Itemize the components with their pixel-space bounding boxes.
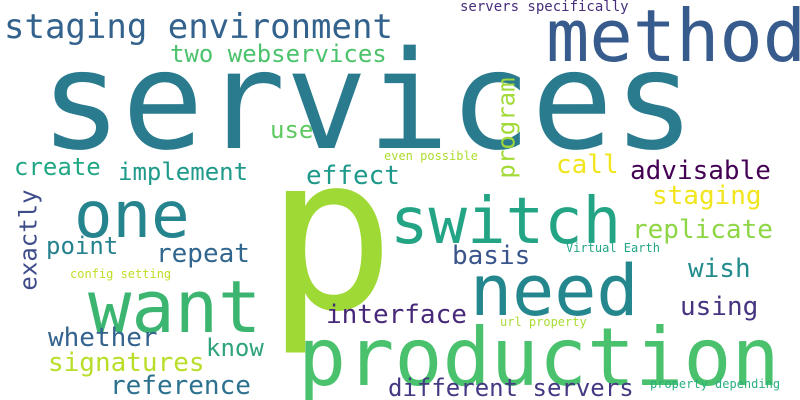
word-production: production xyxy=(298,311,780,400)
word-services: services xyxy=(40,23,696,181)
word-reference: reference xyxy=(110,371,251,400)
word-config-setting: config setting xyxy=(70,267,172,281)
word-p: p xyxy=(266,110,395,359)
word-use: use xyxy=(270,116,314,144)
word-replicate: replicate xyxy=(632,215,773,245)
word-url-property: url property xyxy=(500,315,587,329)
word-staging-environment: staging environment xyxy=(4,7,393,47)
word-call: call xyxy=(556,150,619,180)
word-effect: effect xyxy=(306,161,400,191)
word-one: one xyxy=(74,179,190,253)
word-program: program xyxy=(492,77,521,179)
word-using: using xyxy=(680,292,759,322)
word-virtual-earth: Virtual Earth xyxy=(566,241,660,255)
word-point: point xyxy=(46,232,119,260)
word-basis: basis xyxy=(452,241,531,271)
word-even-possible: even possible xyxy=(384,149,478,163)
word-know: know xyxy=(206,334,264,362)
word-wish: wish xyxy=(688,254,751,284)
word-interface: interface xyxy=(326,300,467,330)
word-advisable: advisable xyxy=(630,156,771,186)
word-different-servers: different servers xyxy=(388,374,634,400)
word-whether: whether xyxy=(48,323,158,353)
word-want: want xyxy=(88,265,262,349)
word-staging: staging xyxy=(652,181,762,211)
word-method: method xyxy=(546,0,800,78)
word-switch: switch xyxy=(390,185,622,259)
word-servers-specifically: servers specifically xyxy=(460,0,629,15)
word-create: create xyxy=(14,153,101,181)
word-need: need xyxy=(470,250,639,332)
word-implement: implement xyxy=(118,158,249,186)
word-repeat: repeat xyxy=(156,239,250,269)
word-two-webservices: two webservices xyxy=(170,40,387,68)
word-exactly: exactly xyxy=(14,189,43,291)
word-property-depending: property depending xyxy=(650,377,781,391)
word-signatures: signatures xyxy=(48,348,205,378)
